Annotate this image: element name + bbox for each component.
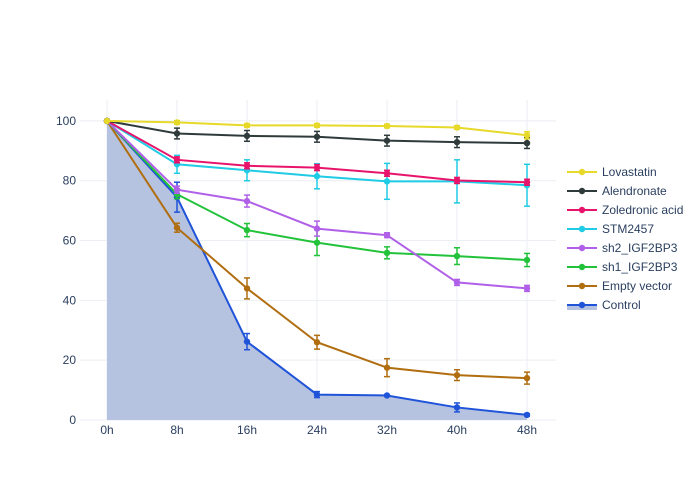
legend-label: Control xyxy=(602,298,641,312)
x-tick-label: 32h xyxy=(377,423,397,437)
y-tick-label: 40 xyxy=(63,293,77,307)
data-point xyxy=(243,338,251,345)
control-area xyxy=(107,120,527,421)
data-point xyxy=(173,119,181,126)
series-empty-vector xyxy=(103,117,531,385)
data-point xyxy=(523,256,531,264)
series-sh2-igf2bp3 xyxy=(103,117,531,293)
data-point xyxy=(523,179,531,186)
legend-item[interactable]: Alendronate xyxy=(567,184,667,198)
data-point xyxy=(243,226,251,234)
y-axis: 0 20 40 60 80 100 xyxy=(56,114,76,427)
data-point xyxy=(313,339,321,346)
y-tick-label: 60 xyxy=(63,234,77,248)
legend-marker xyxy=(578,301,586,309)
data-point xyxy=(453,279,461,286)
data-point xyxy=(383,231,391,239)
data-point xyxy=(383,178,391,185)
data-point xyxy=(383,392,391,399)
legend-marker xyxy=(578,225,586,233)
legend-item[interactable]: STM2457 xyxy=(567,222,654,236)
legend-marker xyxy=(578,282,586,290)
data-point xyxy=(383,249,391,257)
legend-marker xyxy=(578,187,586,195)
legend-item[interactable]: sh1_IGF2BP3 xyxy=(567,260,678,274)
y-tick-label: 100 xyxy=(56,114,76,128)
legend-label: sh1_IGF2BP3 xyxy=(602,260,678,274)
data-point xyxy=(313,133,321,140)
legend-label: Alendronate xyxy=(602,184,667,198)
data-point xyxy=(453,404,461,411)
x-tick-label: 48h xyxy=(517,423,537,437)
control-area-fill xyxy=(107,120,527,421)
y-tick-label: 20 xyxy=(63,353,77,367)
data-point xyxy=(453,124,461,131)
data-point xyxy=(523,139,531,147)
data-point xyxy=(313,164,321,171)
data-point xyxy=(313,173,321,180)
data-point xyxy=(173,156,181,164)
data-point xyxy=(243,197,251,205)
data-point xyxy=(523,374,531,382)
legend-label: Lovastatin xyxy=(602,165,657,179)
data-point xyxy=(313,391,321,398)
data-point xyxy=(453,252,461,260)
x-tick-label: 16h xyxy=(237,423,257,437)
x-tick-label: 24h xyxy=(307,423,327,437)
legend-label: sh2_IGF2BP3 xyxy=(602,241,678,255)
data-point xyxy=(173,130,181,137)
legend-marker xyxy=(578,206,586,214)
legend-item[interactable]: sh2_IGF2BP3 xyxy=(567,241,678,255)
legend-item[interactable]: Lovastatin xyxy=(567,165,657,179)
legend-marker xyxy=(578,263,586,271)
y-tick-label: 0 xyxy=(69,413,76,427)
x-tick-label: 8h xyxy=(170,423,183,437)
data-point xyxy=(383,364,391,371)
data-point xyxy=(243,285,251,292)
legend-label: STM2457 xyxy=(602,222,654,236)
legend-item[interactable]: Zoledronic acid xyxy=(567,203,683,217)
y-tick-label: 80 xyxy=(63,174,77,188)
data-point xyxy=(243,122,251,129)
legend-item[interactable]: Empty vector xyxy=(567,279,672,293)
legend[interactable]: Lovastatin Alendronate Zoledronic acid STM2… xyxy=(567,165,683,312)
data-point xyxy=(243,162,251,169)
data-point xyxy=(103,117,111,125)
x-tick-label: 0h xyxy=(100,423,113,437)
data-point xyxy=(523,132,531,139)
series-lovastatin xyxy=(103,117,531,140)
data-point xyxy=(523,411,531,419)
x-tick-label: 40h xyxy=(447,423,467,437)
data-point xyxy=(523,285,531,292)
data-point xyxy=(173,224,181,231)
data-point xyxy=(383,122,391,130)
legend-label: Zoledronic acid xyxy=(602,203,683,217)
data-point xyxy=(453,371,461,379)
legend-label: Empty vector xyxy=(602,279,672,293)
data-point xyxy=(383,170,391,177)
data-point xyxy=(313,225,321,232)
data-point xyxy=(313,239,321,246)
x-axis: 0h 8h 16h 24h 32h 40h 48h xyxy=(100,423,537,437)
legend-item[interactable]: Control xyxy=(567,298,641,312)
data-point xyxy=(453,138,461,146)
data-point xyxy=(313,122,321,129)
data-point xyxy=(383,137,391,144)
data-point xyxy=(243,132,251,140)
data-point xyxy=(173,186,181,193)
series-group xyxy=(103,117,531,419)
legend-marker xyxy=(578,168,586,176)
legend-marker xyxy=(578,244,586,252)
data-point xyxy=(453,177,461,184)
